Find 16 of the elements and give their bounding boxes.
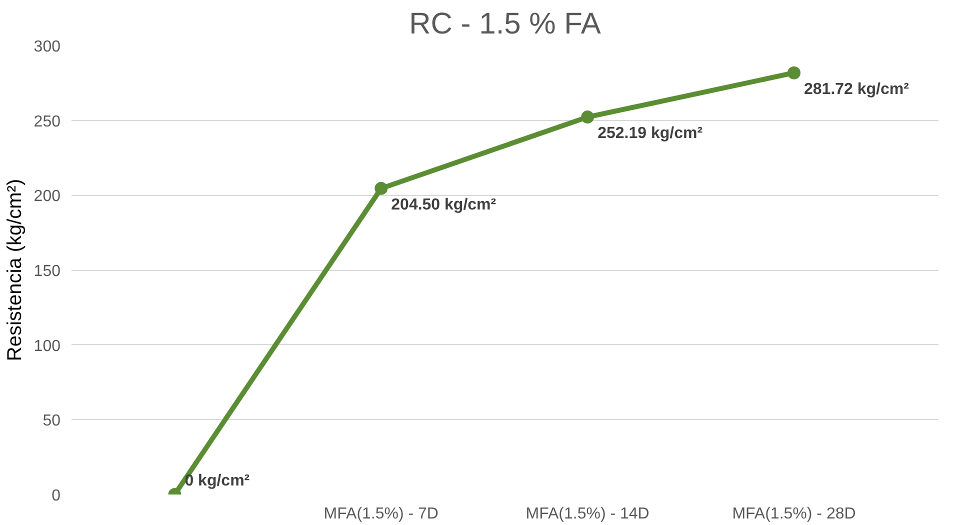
chart-title: RC - 1.5 % FA [409,8,601,40]
y-tick-label: 250 [34,113,61,130]
y-tick-label: 50 [42,412,61,430]
x-tick-label: MFA(1.5%) - 28D [732,506,856,522]
x-tick-label: MFA(1.5%) - 7D [324,506,438,522]
y-axis-title: Resistencia (kg/cm²) [4,178,26,362]
data-label: 0 kg/cm² [184,472,250,490]
y-tick-label: 100 [34,338,61,355]
y-tick-label: 300 [34,38,61,56]
y-tick-label: 0 [52,488,61,504]
x-tick-label: MFA(1.5%) - 14D [526,506,650,522]
data-label: 252.19 kg/cm² [598,125,703,142]
data-label: 204.50 kg/cm² [391,196,496,214]
y-tick-label: 200 [34,188,61,206]
data-label: 281.72 kg/cm² [804,80,909,98]
y-tick-label: 150 [34,263,61,280]
